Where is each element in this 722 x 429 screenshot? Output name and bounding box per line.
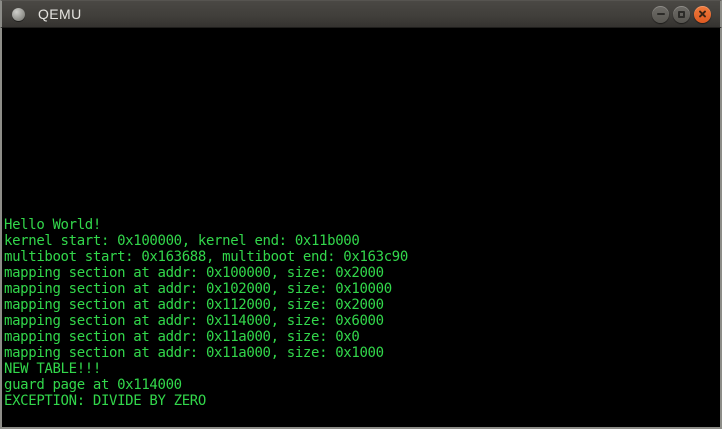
console-line: guard page at 0x114000 [4, 377, 182, 393]
console-line: mapping section at addr: 0x112000, size:… [4, 297, 384, 313]
console-line: Hello World! [4, 217, 101, 233]
console-line-list: Hello World! kernel start: 0x100000, kern… [4, 217, 720, 409]
maximize-button[interactable] [673, 5, 690, 23]
console-line: EXCEPTION: DIVIDE BY ZERO [4, 393, 206, 409]
vga-console-output[interactable]: Hello World! kernel start: 0x100000, kern… [2, 28, 720, 427]
close-icon [698, 10, 707, 19]
console-line: mapping section at addr: 0x11a000, size:… [4, 329, 360, 345]
console-line: kernel start: 0x100000, kernel end: 0x11… [4, 233, 360, 249]
close-button[interactable] [694, 5, 711, 23]
maximize-icon [678, 10, 685, 18]
console-line: mapping section at addr: 0x102000, size:… [4, 281, 392, 297]
console-line: mapping section at addr: 0x100000, size:… [4, 265, 384, 281]
qemu-app-icon [12, 7, 25, 21]
console-line: mapping section at addr: 0x114000, size:… [4, 313, 384, 329]
console-line: NEW TABLE!!! [4, 361, 101, 377]
console-line: mapping section at addr: 0x11a000, size:… [4, 345, 384, 361]
window-controls [652, 5, 711, 23]
window-titlebar[interactable]: QEMU [0, 0, 722, 28]
window-title: QEMU [38, 6, 82, 22]
console-line: multiboot start: 0x163688, multiboot end… [4, 249, 408, 265]
minimize-icon [656, 13, 665, 15]
minimize-button[interactable] [652, 5, 669, 23]
